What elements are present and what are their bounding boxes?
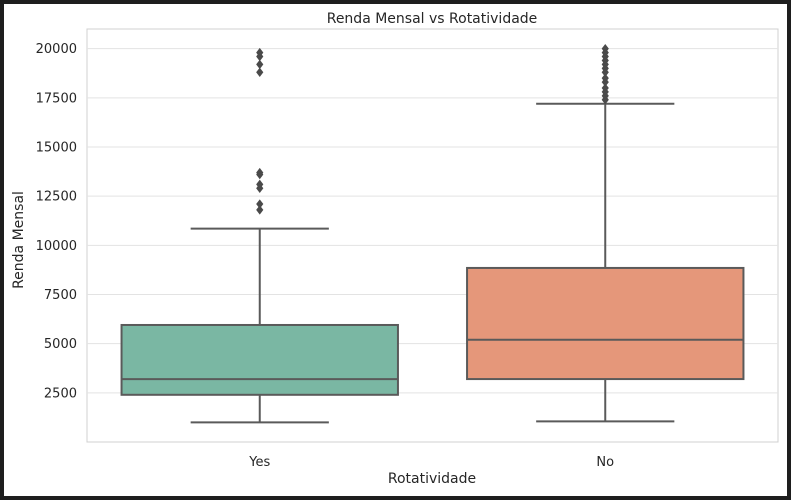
outlier-point [256, 179, 264, 190]
outlier-point [601, 83, 609, 93]
outlier-point [601, 73, 609, 83]
iqr-box [466, 266, 745, 381]
iqr-box [120, 323, 399, 396]
y-tick-label: 20000 [36, 42, 77, 57]
outlier-point [256, 205, 264, 215]
outlier-point [256, 167, 264, 178]
outlier-point [256, 199, 264, 209]
box-no [466, 43, 745, 423]
outlier-point [256, 67, 264, 77]
y-tick-label: 2500 [44, 386, 77, 401]
outlier-point [601, 43, 609, 54]
box-yes [120, 47, 399, 424]
y-tick-label: 5000 [44, 337, 77, 352]
tick-labels: 2500 5000 7500 10000 12500 15000 17500 20000 Yes… [36, 42, 614, 470]
plot-marks [120, 43, 745, 424]
y-tick-label: 15000 [36, 141, 77, 156]
chart-frame: Renda Mensal vs Rotatividade Rotatividad… [4, 4, 787, 496]
x-axis-title: Rotatividade [388, 471, 476, 487]
outlier-point [256, 59, 264, 70]
y-axis-title: Renda Mensal [11, 191, 27, 289]
chart-title: Renda Mensal vs Rotatividade [327, 11, 538, 27]
y-tick-label: 17500 [36, 91, 77, 106]
y-tick-label: 10000 [36, 239, 77, 254]
y-tick-label: 7500 [44, 288, 77, 303]
x-tick-label: No [596, 455, 614, 470]
box-plot-chart: Renda Mensal vs Rotatividade Rotatividad… [11, 11, 779, 487]
x-tick-label: Yes [248, 455, 270, 470]
y-tick-label: 12500 [36, 190, 77, 205]
outlier-point [256, 47, 264, 58]
